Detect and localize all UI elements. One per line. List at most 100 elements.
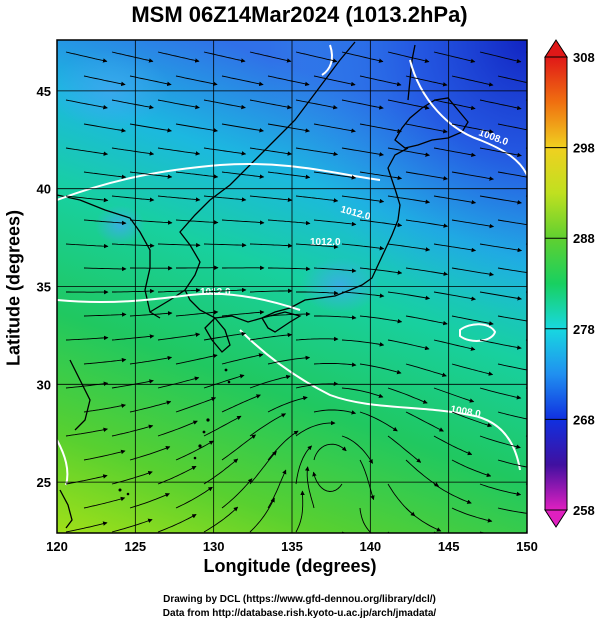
- streamline: [203, 287, 247, 293]
- streamline: [157, 376, 200, 389]
- streamline: [313, 171, 357, 180]
- streamline: [249, 413, 286, 437]
- streamline: [221, 123, 264, 133]
- streamline: [157, 332, 201, 341]
- streamline: [295, 195, 339, 203]
- streamline: [83, 496, 126, 509]
- streamline: [497, 411, 527, 420]
- streamline: [157, 147, 201, 156]
- streamline: [175, 397, 217, 413]
- streamline: [129, 171, 173, 179]
- streamline: [479, 291, 522, 301]
- y-axis-label: Latitude (degrees): [3, 209, 24, 367]
- streamline: [479, 435, 521, 449]
- streamline: [405, 363, 447, 377]
- streamline: [451, 123, 494, 134]
- streamline: [433, 99, 476, 111]
- streamline: [83, 403, 126, 413]
- streamline: [175, 353, 218, 365]
- streamline: [83, 171, 127, 180]
- streamline: [129, 75, 172, 87]
- contour-label: 1012.0: [310, 237, 341, 248]
- contour-label: 1008.0: [449, 404, 481, 420]
- colorbar-max-triangle: [544, 39, 568, 58]
- streamline: [479, 99, 522, 111]
- colorbar: 258 268 278 288 298 308: [544, 39, 595, 528]
- streamline: [405, 411, 444, 432]
- streamline: [249, 51, 292, 63]
- streamline: [65, 243, 109, 249]
- streamline: [267, 219, 311, 226]
- streamline: [175, 219, 219, 225]
- streamline: [405, 75, 448, 87]
- streamline: [359, 363, 402, 375]
- lat-tick-label: 45: [37, 84, 51, 99]
- streamline: [175, 486, 213, 509]
- streamline: [83, 219, 127, 226]
- streamline: [497, 75, 527, 83]
- streamline: [65, 147, 109, 156]
- lat-tick-label: 30: [37, 377, 51, 392]
- contour-label: 1012.0: [200, 287, 231, 298]
- isobar-contours: [57, 44, 527, 486]
- streamline: [296, 290, 339, 296]
- streamline: [341, 339, 385, 347]
- figure-title: MSM 06Z14Mar2024 (1013.2hPa): [131, 2, 468, 27]
- streamline: [451, 315, 494, 326]
- streamline: [387, 195, 431, 204]
- wind-streamlines: [65, 51, 527, 533]
- streamline: [479, 243, 523, 253]
- streamline: [295, 445, 312, 485]
- streamline: [313, 219, 357, 227]
- streamline: [157, 195, 201, 202]
- streamline: [203, 51, 246, 63]
- streamline: [359, 411, 398, 432]
- streamline: [359, 267, 403, 275]
- streamline: [313, 267, 357, 273]
- colorbar-tick-label: 258: [573, 503, 595, 518]
- credit-data: Data from http://database.rish.kyoto-u.a…: [162, 608, 437, 619]
- streamline: [221, 75, 264, 87]
- streamline: [65, 474, 108, 485]
- streamline: [111, 147, 155, 156]
- streamline: [203, 331, 247, 341]
- streamline: [341, 147, 384, 157]
- streamline: [157, 51, 200, 63]
- streamline: [313, 362, 357, 367]
- streamline: [267, 311, 311, 317]
- credit-drawing: Drawing by DCL (https://www.gfd-dennou.o…: [163, 594, 436, 605]
- streamline: [341, 195, 385, 204]
- streamline: [405, 219, 449, 228]
- streamline: [497, 267, 527, 274]
- streamline: [111, 424, 154, 437]
- streamline: [111, 334, 155, 341]
- streamline: [433, 147, 476, 158]
- streamline: [157, 465, 197, 485]
- streamline: [451, 75, 494, 87]
- streamline: [203, 506, 239, 533]
- streamline: [295, 420, 336, 437]
- streamline: [157, 99, 200, 110]
- streamline: [249, 147, 293, 156]
- lat-tick-label: 35: [37, 280, 51, 295]
- streamline: [479, 387, 522, 400]
- streamline: [295, 490, 305, 533]
- streamline: [497, 363, 527, 371]
- streamline: [479, 195, 522, 205]
- streamline: [497, 459, 527, 468]
- lat-tick-label: 40: [37, 182, 51, 197]
- streamline: [203, 458, 239, 485]
- streamline: [387, 147, 430, 157]
- streamline: [65, 51, 108, 63]
- streamline: [304, 466, 315, 509]
- streamline: [111, 195, 155, 202]
- streamline: [203, 147, 247, 156]
- streamline: [111, 99, 154, 110]
- streamline: [313, 443, 347, 461]
- longitude-axis: 120 125 130 135 140 145 150: [46, 539, 538, 554]
- streamline: [451, 363, 494, 376]
- streamline: [129, 219, 173, 225]
- streamline: [479, 483, 522, 497]
- streamline: [405, 123, 448, 134]
- streamline: [157, 288, 201, 293]
